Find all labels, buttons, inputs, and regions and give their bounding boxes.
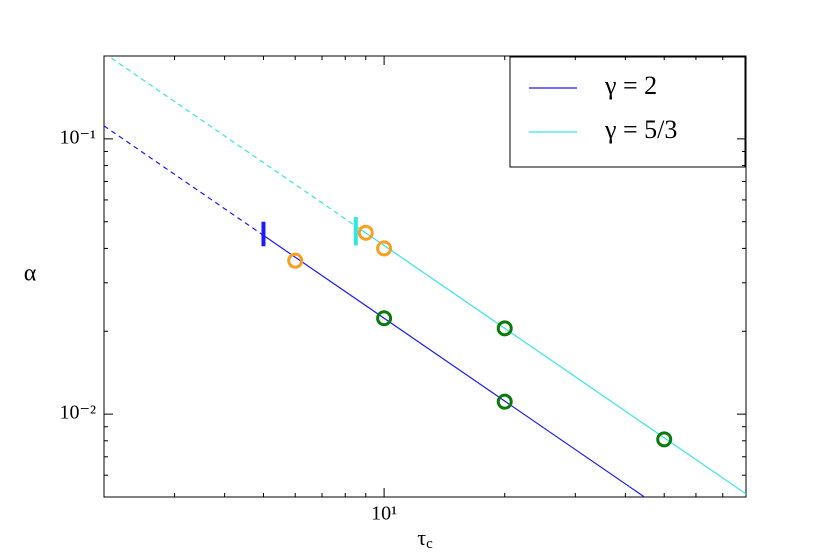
- series-line: [263, 234, 646, 497]
- data-point: [357, 224, 374, 241]
- data-point: [287, 252, 304, 269]
- data-point: [656, 431, 673, 448]
- x-tick-label: 10¹: [371, 503, 397, 525]
- y-tick-label: 10⁻¹: [59, 126, 96, 148]
- y-tick-label: 10⁻²: [59, 402, 96, 424]
- legend-label: γ = 2: [604, 71, 657, 100]
- legend-box: [509, 56, 746, 168]
- series-line: [355, 225, 746, 495]
- x-label-sub: c: [426, 536, 433, 552]
- extrapolation-line: [104, 125, 264, 236]
- y-axis-label: α: [24, 261, 37, 287]
- legend: γ = 2 γ = 5/3: [509, 56, 746, 168]
- data-point: [496, 393, 513, 410]
- data-point: [376, 310, 393, 327]
- plot-area: [104, 56, 746, 497]
- x-label-base: τ: [417, 525, 426, 550]
- legend-label: γ = 5/3: [604, 115, 677, 144]
- x-axis-label: τc: [417, 525, 433, 552]
- plot-frame: [103, 55, 747, 498]
- data-point: [376, 240, 393, 257]
- data-point: [496, 320, 513, 337]
- extrapolation-line: [107, 56, 357, 227]
